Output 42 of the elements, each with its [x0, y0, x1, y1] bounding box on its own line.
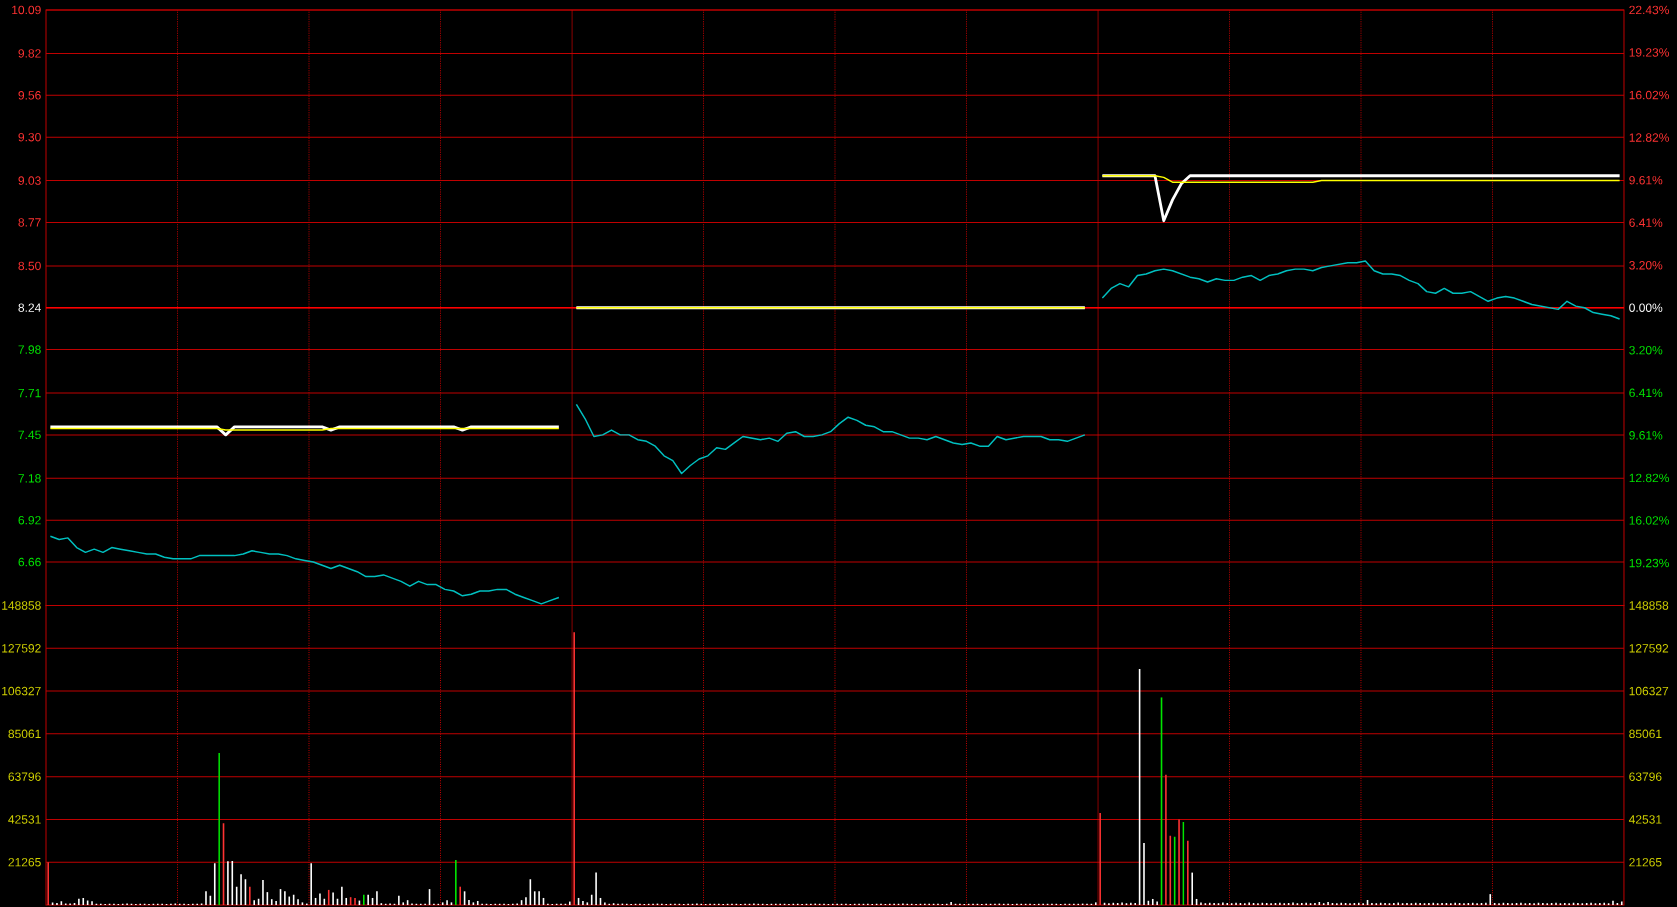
y-tick-label: 9.30: [18, 132, 41, 142]
y2-tick-label: 3.20%: [1629, 261, 1663, 270]
y-tick-label: 42531: [8, 815, 41, 824]
y-tick-label: 9.82: [18, 49, 41, 58]
y2-tick-label: 127592: [1629, 644, 1669, 653]
y2-tick-label: 0.00%: [1629, 303, 1663, 312]
y-tick-label: 148858: [2, 601, 41, 610]
y-tick-label: 6.66: [18, 557, 41, 567]
y2-tick-label: 19.23%: [1629, 48, 1669, 57]
y2-tick-label: 16.02%: [1629, 90, 1669, 100]
y-tick-label: 7.98: [18, 345, 41, 354]
y-tick-label: 7.18: [18, 474, 41, 483]
y2-tick-label: 12.82%: [1629, 473, 1669, 483]
y-tick-label: 6.92: [18, 515, 41, 525]
y2-tick-label: 3.20%: [1629, 345, 1663, 355]
y-tick-label: 9.56: [18, 91, 41, 100]
y-tick-label: 21265: [8, 857, 41, 867]
y2-tick-label: 85061: [1629, 729, 1662, 739]
y2-tick-label: 63796: [1629, 772, 1662, 781]
y2-tick-label: 19.23%: [1629, 558, 1669, 568]
y2-tick-label: 42531: [1628, 815, 1662, 824]
y2-tick-label: 12.82%: [1629, 133, 1669, 142]
y2-tick-label: 16.02%: [1629, 516, 1669, 525]
y2-tick-label: 9.61%: [1629, 175, 1663, 185]
y-tick-label: 8.50: [18, 261, 41, 271]
y-tick-label: 63796: [8, 772, 41, 781]
y-tick-label: 8.77: [18, 218, 41, 227]
y-tick-label: 7.45: [18, 430, 41, 440]
y2-tick-label: 6.41%: [1629, 218, 1663, 227]
y2-tick-label: 106327: [1629, 686, 1669, 696]
y2-tick-label: 21265: [1629, 857, 1662, 867]
y-tick-label: 10.09: [12, 5, 41, 15]
y-tick-label: 8.24: [18, 303, 41, 312]
y2-tick-label: 148858: [1629, 601, 1669, 610]
y-tick-label: 85061: [8, 729, 41, 739]
y-tick-label: 127592: [2, 644, 41, 653]
y-tick-label: 9.03: [18, 176, 41, 185]
y2-tick-label: 9.61%: [1629, 431, 1663, 440]
y-tick-label: 7.71: [18, 388, 41, 398]
y-tick-label: 106327: [2, 686, 41, 696]
y2-tick-label: 6.41%: [1629, 388, 1663, 398]
y2-tick-label: 22.43%: [1629, 5, 1669, 15]
